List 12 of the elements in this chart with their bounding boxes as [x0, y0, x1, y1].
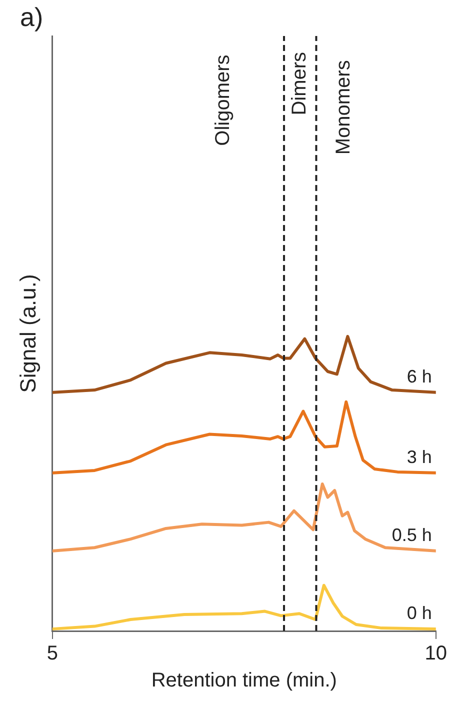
chart-title: a) — [20, 2, 44, 32]
x-tick-label: 10 — [424, 642, 447, 665]
series-label: 0 h — [406, 602, 432, 623]
series-label: 6 h — [406, 366, 432, 386]
y-axis-title: Signal (a.u.) — [15, 274, 40, 393]
text: Monomers — [332, 60, 354, 155]
x-axis-title: Retention time (min.) — [151, 670, 337, 692]
x-tick-label: 5 — [46, 642, 58, 665]
series-label: 3 h — [406, 446, 432, 467]
series-label: 0.5 h — [392, 524, 432, 545]
text: Dimers — [288, 52, 310, 116]
text: Oligomers — [212, 54, 234, 146]
